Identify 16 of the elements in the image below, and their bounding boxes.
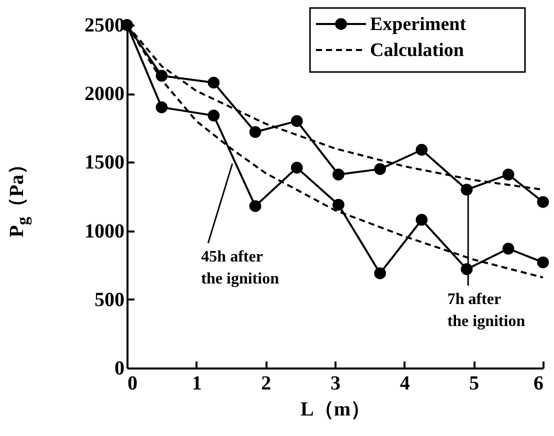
legend-label: Calculation: [370, 40, 464, 61]
y-tick-label: 1000: [84, 220, 124, 242]
x-tick-label: 3: [330, 372, 340, 394]
y-tick-label: 1500: [84, 152, 124, 174]
x-tick-label: 1: [192, 372, 202, 394]
x-tick-label: 5: [469, 372, 480, 394]
y-tick-label: 0: [114, 358, 124, 380]
x-tick-label: 4: [400, 372, 410, 394]
x-axis-title: L（m）: [300, 398, 370, 420]
y-tick-label: 2000: [84, 83, 124, 106]
annotation: 45h after the ignition: [201, 248, 280, 288]
annotation: 7h after the ignition: [447, 291, 526, 330]
legend-label: Experiment: [370, 14, 467, 35]
x-tick-label: 2: [261, 372, 272, 394]
x-tick-label: 6: [534, 372, 544, 394]
y-tick-label: 500: [94, 288, 124, 311]
